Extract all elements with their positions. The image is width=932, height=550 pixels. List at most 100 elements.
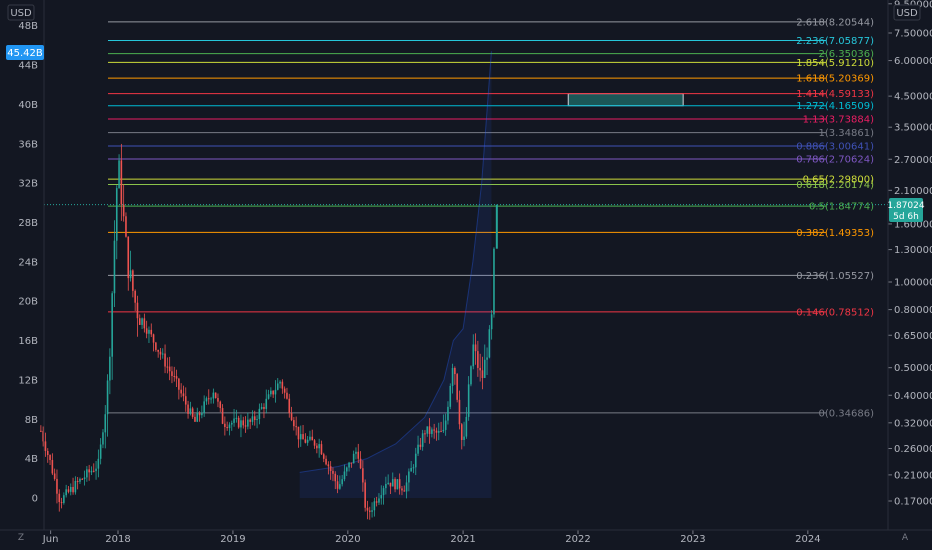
right-axis-tick-label: 0.26000 xyxy=(894,444,932,455)
candle-body xyxy=(267,394,270,399)
left-currency-box[interactable] xyxy=(7,4,35,21)
candle-body xyxy=(217,398,219,402)
candle-body xyxy=(221,408,224,424)
candle-body xyxy=(233,418,235,423)
candle-body xyxy=(83,477,86,480)
candle-body xyxy=(410,468,412,472)
candle-body xyxy=(113,240,116,294)
candle-body xyxy=(235,417,238,419)
candle-body xyxy=(256,419,258,421)
candle-body xyxy=(194,416,196,422)
candle-body xyxy=(265,398,268,409)
candle-body xyxy=(42,430,44,442)
candle-body xyxy=(272,390,274,395)
candle-body xyxy=(431,429,433,434)
candle-body xyxy=(120,160,123,205)
candle-body xyxy=(311,436,314,441)
target-zone-box[interactable] xyxy=(567,93,684,107)
candle-body xyxy=(60,502,63,504)
left-axis-tick-label: 8B xyxy=(25,415,38,426)
candle-body xyxy=(490,314,493,330)
candle-body xyxy=(454,367,456,375)
candle-body xyxy=(371,510,373,512)
current-price-badge-text: 1.87024 xyxy=(887,201,924,211)
candle-body xyxy=(352,453,355,464)
candle-body xyxy=(95,468,97,472)
timezone-button[interactable]: Z xyxy=(12,530,30,546)
candle-body xyxy=(408,471,410,483)
candle-body xyxy=(417,444,419,454)
candle-body xyxy=(173,376,176,378)
right-currency-box[interactable] xyxy=(893,4,921,21)
candle-body xyxy=(159,351,162,355)
candle-body xyxy=(253,416,256,420)
candle-body xyxy=(302,434,304,440)
candle-body xyxy=(274,389,277,395)
right-axis-tick-label: 0.21000 xyxy=(894,470,932,481)
candle-body xyxy=(401,488,403,491)
z-label: Z xyxy=(17,533,25,543)
candle-body xyxy=(184,396,187,405)
candle-body xyxy=(437,431,440,433)
candle-body xyxy=(168,366,171,372)
candle-body xyxy=(297,426,300,440)
candle-body xyxy=(345,467,348,472)
right-axis-tick-label: 7.50000 xyxy=(894,29,932,40)
candle-body xyxy=(65,489,67,496)
candle-body xyxy=(244,425,247,427)
candle-body xyxy=(320,444,323,455)
candle-body xyxy=(92,470,95,472)
candle-body xyxy=(44,441,47,451)
candle-body xyxy=(460,424,463,441)
time-axis-tick-label: 2021 xyxy=(450,534,475,545)
candle-body xyxy=(138,318,141,325)
candle-body xyxy=(293,420,295,427)
candle-body xyxy=(129,270,132,279)
candle-body xyxy=(122,204,125,217)
candle-body xyxy=(451,367,454,386)
a-label: A xyxy=(901,533,909,543)
candle-body xyxy=(421,433,424,447)
candle-body xyxy=(46,450,49,456)
candle-body xyxy=(339,484,341,489)
candle-body xyxy=(325,458,327,465)
candle-body xyxy=(286,392,288,399)
candle-body xyxy=(470,366,472,385)
candle-body xyxy=(479,367,481,371)
candle-body xyxy=(447,406,449,421)
right-axis-tick-label: 0.80000 xyxy=(894,305,932,316)
candle-body xyxy=(58,493,61,503)
fib-level-label: 0.5(1.84774) xyxy=(809,202,874,213)
right-axis-tick-label: 0.65000 xyxy=(894,331,932,342)
candle-body xyxy=(336,481,339,489)
candle-body xyxy=(111,293,113,357)
candle-body xyxy=(391,479,394,487)
left-axis-tick-label: 32B xyxy=(18,179,38,190)
candle-body xyxy=(357,451,360,459)
candle-body xyxy=(51,460,54,474)
candle-body xyxy=(474,344,477,352)
candle-body xyxy=(104,414,107,433)
candle-body xyxy=(230,422,233,425)
candle-body xyxy=(270,390,272,395)
candle-body xyxy=(368,510,371,512)
candle-body xyxy=(373,501,376,511)
candle-body xyxy=(382,488,385,496)
candle-body xyxy=(214,392,217,399)
candle-body xyxy=(53,473,56,479)
candle-body xyxy=(237,417,240,428)
auto-scale-button[interactable]: A xyxy=(896,530,914,546)
candle-body xyxy=(412,467,415,469)
candle-body xyxy=(205,398,208,402)
candle-body xyxy=(102,432,104,445)
last-candle xyxy=(495,204,498,249)
candle-body xyxy=(334,473,337,482)
candle-body xyxy=(290,413,293,421)
right-axis-tick-label: 2.10000 xyxy=(894,186,932,197)
fib-level-label: 0.65(2.29800) xyxy=(803,175,875,186)
fib-level-label: 1.414(4.59133) xyxy=(796,89,874,100)
candle-body xyxy=(364,482,366,508)
fib-level-label: 0.886(3.00641) xyxy=(796,141,874,152)
fib-level-label: 0(0.34686) xyxy=(818,408,874,419)
